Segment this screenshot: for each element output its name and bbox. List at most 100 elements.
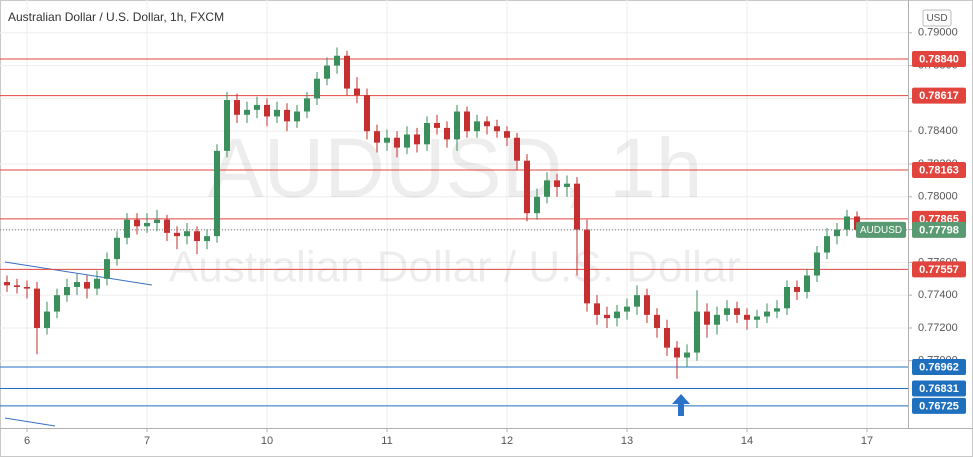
symbol-label: AUDUSD <box>860 225 902 236</box>
candle-body <box>524 160 530 214</box>
candle-body <box>84 282 90 289</box>
axes: 0.770000.772000.774000.776000.778000.780… <box>24 27 966 447</box>
candle-body <box>314 78 320 99</box>
candle-body <box>284 109 290 122</box>
candle-body <box>454 111 460 140</box>
candle-body <box>134 219 140 227</box>
candle-body <box>404 134 410 148</box>
y-tick-label: 0.77400 <box>918 289 958 301</box>
level-label: 0.76725 <box>919 400 959 412</box>
candle-body <box>374 131 380 143</box>
candle-body <box>714 314 720 325</box>
candle-body <box>184 231 190 237</box>
level-label: 0.78163 <box>919 164 959 176</box>
candle-body <box>634 295 640 307</box>
candle-body <box>734 308 740 315</box>
candle-body <box>354 88 360 96</box>
candle-body <box>724 308 730 315</box>
candle-body <box>294 111 300 122</box>
level-label: 0.77557 <box>919 264 959 276</box>
level-label-box <box>912 261 966 278</box>
candle-body <box>474 121 480 132</box>
candle-body <box>764 311 770 317</box>
candle-body <box>684 352 690 358</box>
candle-body <box>824 236 830 253</box>
candle-body <box>434 122 440 128</box>
candle-body <box>814 252 820 276</box>
x-tick-label: 17 <box>861 435 873 447</box>
candle-body <box>624 306 630 312</box>
candle-body <box>324 65 330 79</box>
level-label-box <box>912 87 966 104</box>
candle-body <box>514 137 520 161</box>
candle-body <box>544 180 550 197</box>
x-tick-label: 6 <box>24 435 30 447</box>
level-label-box <box>912 51 966 68</box>
y-tick-label: 0.77200 <box>918 322 958 334</box>
x-tick-label: 7 <box>144 435 150 447</box>
currency: USD <box>926 13 947 24</box>
level-label-box <box>912 358 966 375</box>
x-tick-label: 11 <box>381 435 392 447</box>
level-label-box <box>912 162 966 179</box>
level-label: 0.76831 <box>919 383 959 395</box>
candle-body <box>274 109 280 117</box>
candle-body <box>54 295 60 312</box>
level-label-box <box>912 397 966 414</box>
x-tick-label: 13 <box>621 435 633 447</box>
candle-body <box>794 286 800 292</box>
candle-body <box>214 150 220 237</box>
candle-body <box>494 126 500 132</box>
candle-body <box>554 180 560 187</box>
candle-body <box>254 104 260 110</box>
x-tick-label: 14 <box>741 435 753 447</box>
x-tick-label: 12 <box>501 435 513 447</box>
level-label-box <box>912 380 966 397</box>
candle-body <box>44 311 50 328</box>
candle-body <box>164 219 170 233</box>
y-tick-label: 0.78400 <box>918 125 958 137</box>
candle-body <box>244 109 250 115</box>
candle-body <box>204 236 210 242</box>
currency-box <box>922 9 952 27</box>
candle-body <box>154 219 160 224</box>
candle-body <box>194 231 200 242</box>
candle-body <box>384 137 390 143</box>
y-tick-label: 0.78000 <box>918 191 958 203</box>
candle-body <box>584 229 590 304</box>
candle-body <box>4 282 10 286</box>
candle-body <box>304 98 310 112</box>
candle-body <box>64 286 70 296</box>
candle-body <box>604 314 610 319</box>
candle-body <box>224 100 230 151</box>
candle-body <box>264 104 270 117</box>
arrow <box>672 394 690 416</box>
candle-body <box>114 237 120 260</box>
candle-body <box>484 121 490 127</box>
candle-body <box>534 196 540 214</box>
trendline <box>4 417 56 427</box>
candle-body <box>674 347 680 358</box>
watermark-subtitle: Australian Dollar / U.S. Dollar <box>169 243 741 292</box>
candle-body <box>784 286 790 309</box>
candle-body <box>574 183 580 230</box>
candle-body <box>74 282 80 287</box>
y-tick-label: 0.79000 <box>918 27 958 39</box>
symbol-box <box>856 221 906 238</box>
candle-body <box>334 55 340 66</box>
candle-body <box>594 303 600 315</box>
level-label: 0.76962 <box>919 361 959 373</box>
candle-body <box>664 327 670 348</box>
trendline <box>4 261 153 286</box>
candle-body <box>234 100 240 115</box>
candle-body <box>804 275 810 292</box>
candle-body <box>774 308 780 312</box>
level-label: 0.78840 <box>919 53 959 65</box>
candle-body <box>14 285 20 287</box>
candle-body <box>754 316 760 320</box>
candle-body <box>844 216 850 230</box>
candle-body <box>614 311 620 319</box>
last-price-box <box>912 221 966 238</box>
candle-body <box>464 111 470 132</box>
